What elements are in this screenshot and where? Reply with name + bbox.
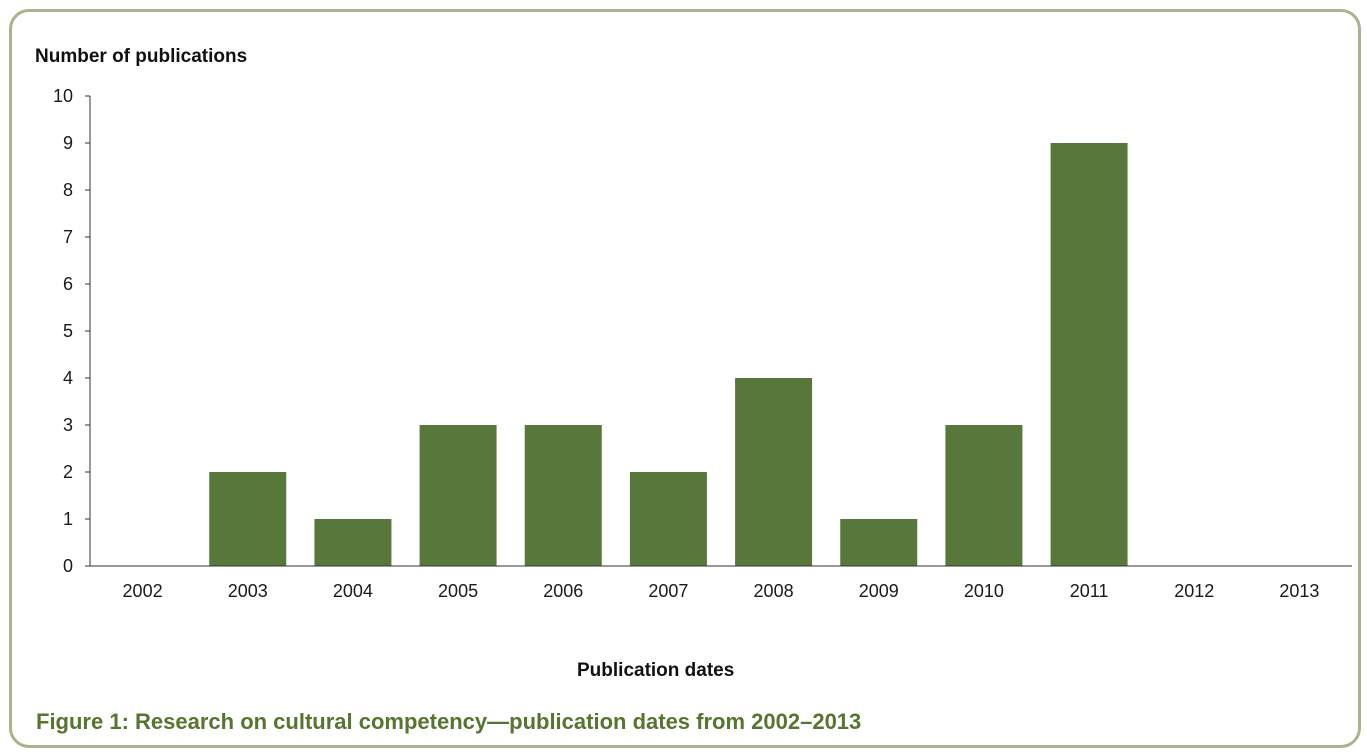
x-tick-label: 2009 <box>859 581 899 601</box>
bar-2005 <box>419 425 497 566</box>
bar-2009 <box>840 519 918 566</box>
x-tick-label: 2007 <box>648 581 688 601</box>
y-tick-label: 8 <box>63 180 73 200</box>
x-tick-label: 2011 <box>1070 581 1109 601</box>
bars <box>209 143 1128 566</box>
x-tick-label: 2013 <box>1279 581 1319 601</box>
x-tick-label: 2005 <box>438 581 478 601</box>
y-tick-label: 6 <box>63 274 73 294</box>
y-tick-label: 2 <box>63 462 73 482</box>
y-tick-label: 1 <box>63 509 73 529</box>
x-tick-label: 2006 <box>543 581 583 601</box>
y-tick-label: 7 <box>63 227 73 247</box>
y-tick-label: 4 <box>63 368 73 388</box>
x-axis: 2002 2003 2004 2005 2006 2007 2008 2009 2010 2011… <box>90 565 1352 601</box>
figure-frame <box>9 9 1361 748</box>
x-axis-title: Publication dates <box>577 660 735 681</box>
x-tick-label: 2004 <box>333 581 373 601</box>
bar-2006 <box>524 425 602 566</box>
x-tick-label: 2012 <box>1174 581 1214 601</box>
x-tick-label: 2008 <box>754 581 794 601</box>
x-tick-label: 2002 <box>123 581 163 601</box>
y-tick-label: 9 <box>63 133 73 153</box>
x-tick-label: 2010 <box>964 581 1004 601</box>
y-axis: 0 1 2 3 4 5 6 7 8 9 10 <box>53 86 91 576</box>
bar-2008 <box>735 378 813 566</box>
bar-2011 <box>1050 143 1128 566</box>
bar-2003 <box>209 472 287 566</box>
bar-2010 <box>945 425 1023 566</box>
y-tick-label: 0 <box>63 556 73 576</box>
figure-caption: Figure 1: Research on cultural competenc… <box>36 709 862 734</box>
y-tick-label: 10 <box>53 86 73 106</box>
y-tick-label: 5 <box>63 321 73 341</box>
x-tick-label: 2003 <box>228 581 268 601</box>
bar-2004 <box>314 519 392 566</box>
y-axis-title: Number of publications <box>35 46 248 67</box>
bar-2007 <box>629 472 707 566</box>
y-tick-label: 3 <box>63 415 73 435</box>
